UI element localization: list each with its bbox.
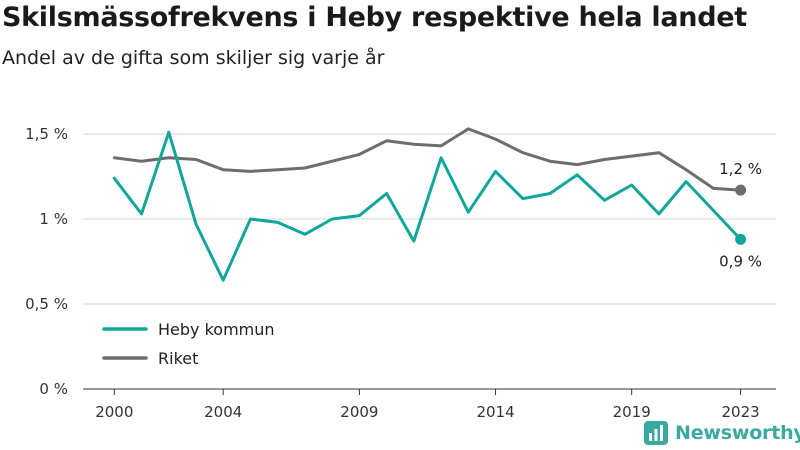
- brand: Newsworthy: [643, 418, 800, 448]
- x-tick-label: 2014: [476, 403, 514, 421]
- legend-label-heby-kommun: Heby kommun: [158, 320, 275, 339]
- chart-subtitle: Andel av de gifta som skiljer sig varje …: [2, 47, 385, 69]
- grid-lines: 0 % 0,5 % 1 % 1,5 %: [25, 125, 776, 398]
- end-point-riket: [735, 184, 747, 196]
- x-axis: 2000 2004 2009 2014 2019 2023: [95, 389, 760, 421]
- newsworthy-logo-icon: [644, 421, 668, 445]
- x-tick-label: 2009: [340, 403, 378, 421]
- y-tick-label: 0 %: [39, 380, 68, 398]
- brand-name: Newsworthy: [675, 422, 800, 444]
- x-tick-label: 2019: [613, 403, 651, 421]
- end-label-riket: 1,2 %: [719, 160, 762, 178]
- x-tick-label: 2023: [722, 403, 760, 421]
- series-lines: 0,9 % 1,2 %: [112, 127, 762, 282]
- y-tick-label: 1 %: [39, 210, 68, 228]
- y-tick-label: 1,5 %: [25, 125, 68, 143]
- legend: Heby kommun Riket: [102, 320, 275, 368]
- series-line-riket: [112, 127, 743, 192]
- chart-title: Skilsmässofrekvens i Heby respektive hel…: [2, 2, 747, 33]
- end-point-heby-kommun: [735, 233, 747, 245]
- series-line-heby-kommun: [112, 130, 743, 282]
- x-tick-label: 2004: [204, 403, 242, 421]
- legend-label-riket: Riket: [158, 349, 198, 368]
- end-label-heby-kommun: 0,9 %: [719, 252, 762, 270]
- y-tick-label: 0,5 %: [25, 295, 68, 313]
- x-tick-label: 2000: [95, 403, 133, 421]
